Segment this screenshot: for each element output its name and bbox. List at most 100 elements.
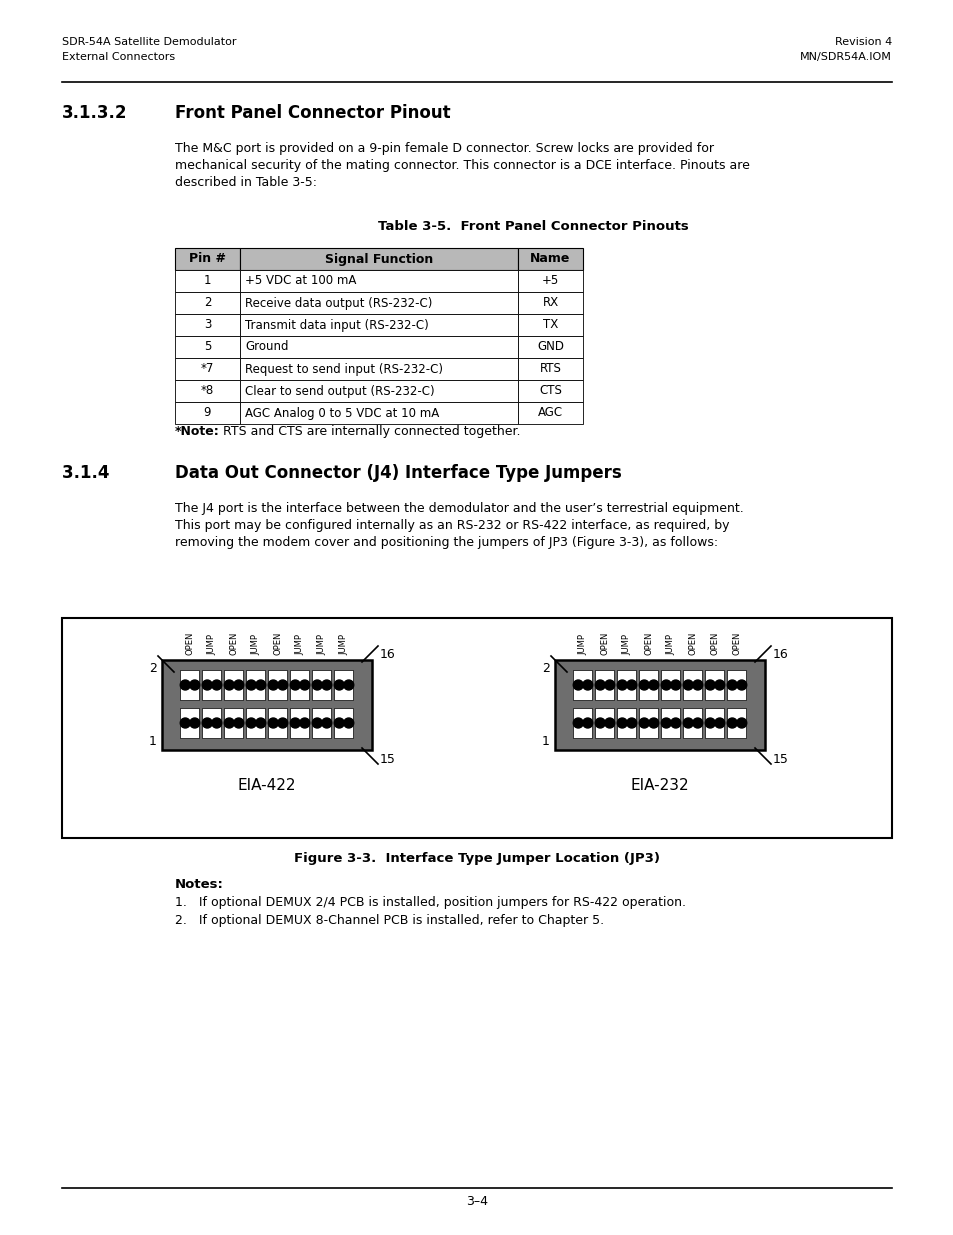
Text: Data Out Connector (J4) Interface Type Jumpers: Data Out Connector (J4) Interface Type J… [174,464,621,482]
Bar [727,708,745,739]
Text: JUMP: JUMP [295,634,304,655]
Circle shape [224,680,234,690]
Text: mechanical security of the mating connector. This connector is a DCE interface. : mechanical security of the mating connec… [174,159,749,172]
Bar [335,671,354,700]
Text: This port may be configured internally as an RS-232 or RS-422 interface, as requ: This port may be configured internally a… [174,519,729,532]
Circle shape [573,718,582,727]
Text: AGC Analog 0 to 5 VDC at 10 mA: AGC Analog 0 to 5 VDC at 10 mA [245,406,438,420]
Text: 3–4: 3–4 [465,1195,488,1208]
Bar [555,659,764,750]
Bar [313,708,331,739]
Bar [240,403,517,424]
Bar [174,380,240,403]
Bar [517,336,582,358]
Text: JUMP: JUMP [339,634,348,655]
Bar [660,671,679,700]
Bar [180,671,199,700]
Circle shape [639,718,649,727]
Bar [174,291,240,314]
Bar [705,671,723,700]
Bar [660,708,679,739]
Circle shape [736,680,746,690]
Circle shape [290,680,300,690]
Circle shape [212,680,221,690]
Bar [174,403,240,424]
Text: 15: 15 [379,753,395,766]
Bar [268,671,287,700]
Text: The J4 port is the interface between the demodulator and the user’s terrestrial : The J4 port is the interface between the… [174,501,743,515]
Circle shape [343,680,354,690]
Circle shape [312,718,322,727]
Circle shape [692,718,702,727]
Text: RTS and CTS are internally connected together.: RTS and CTS are internally connected tog… [219,425,520,438]
Bar [313,671,331,700]
Bar [617,671,636,700]
Text: RTS: RTS [539,363,561,375]
Text: JUMP: JUMP [208,634,216,655]
Text: Revision 4: Revision 4 [834,37,891,47]
Circle shape [202,718,212,727]
Circle shape [224,718,234,727]
Text: 9: 9 [204,406,211,420]
Text: 5: 5 [204,341,211,353]
Text: CTS: CTS [538,384,561,398]
Text: OPEN: OPEN [732,631,740,655]
Circle shape [290,718,300,727]
Circle shape [573,680,582,690]
Bar [174,248,240,270]
Text: OPEN: OPEN [688,631,697,655]
Text: Pin #: Pin # [189,252,226,266]
Bar [224,708,243,739]
Bar [240,248,517,270]
Circle shape [246,718,256,727]
Circle shape [582,718,592,727]
Bar [162,659,372,750]
Circle shape [180,680,190,690]
Text: 1: 1 [541,735,550,748]
Text: OPEN: OPEN [644,631,653,655]
Circle shape [233,680,244,690]
Text: OPEN: OPEN [185,631,194,655]
Bar [682,708,701,739]
Circle shape [268,680,278,690]
Circle shape [190,718,199,727]
Text: Notes:: Notes: [174,878,224,890]
Bar [240,380,517,403]
Text: EIA-232: EIA-232 [630,778,689,793]
Circle shape [670,718,680,727]
Text: MN/SDR54A.IOM: MN/SDR54A.IOM [800,52,891,62]
Text: Clear to send output (RS-232-C): Clear to send output (RS-232-C) [245,384,435,398]
Text: 16: 16 [379,648,395,661]
Circle shape [714,680,724,690]
Circle shape [277,680,288,690]
Text: Transmit data input (RS-232-C): Transmit data input (RS-232-C) [245,319,428,331]
Circle shape [704,680,715,690]
Bar [180,708,199,739]
Bar [335,708,354,739]
Bar [240,336,517,358]
Circle shape [648,718,659,727]
Text: JUMP: JUMP [666,634,675,655]
Text: AGC: AGC [537,406,562,420]
Text: 1.   If optional DEMUX 2/4 PCB is installed, position jumpers for RS-422 operati: 1. If optional DEMUX 2/4 PCB is installe… [174,897,685,909]
Bar [174,314,240,336]
Text: SDR-54A Satellite Demodulator: SDR-54A Satellite Demodulator [62,37,236,47]
Text: *Note:: *Note: [174,425,219,438]
Circle shape [660,718,671,727]
Text: 2: 2 [541,662,550,676]
Text: 2: 2 [149,662,157,676]
Text: 3: 3 [204,319,211,331]
Text: OPEN: OPEN [274,631,282,655]
Bar [595,708,614,739]
Bar [517,291,582,314]
Circle shape [246,680,256,690]
Circle shape [190,680,199,690]
Circle shape [312,680,322,690]
Text: +5: +5 [541,274,558,288]
Bar [268,708,287,739]
Bar [517,270,582,291]
Bar [240,314,517,336]
Circle shape [334,680,344,690]
Bar [246,708,265,739]
Text: Table 3-5.  Front Panel Connector Pinouts: Table 3-5. Front Panel Connector Pinouts [377,220,688,233]
